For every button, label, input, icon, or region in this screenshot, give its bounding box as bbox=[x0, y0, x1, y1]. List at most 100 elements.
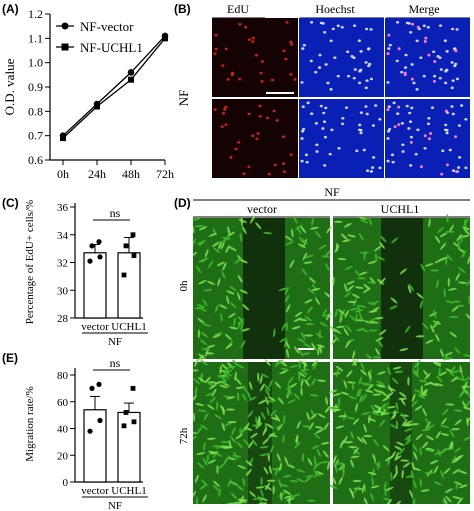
d-cell bbox=[440, 425, 450, 428]
d-cell bbox=[379, 241, 385, 249]
b-nucleus bbox=[309, 59, 313, 63]
d-cell bbox=[375, 347, 380, 356]
d-cell bbox=[225, 343, 233, 350]
d-cell bbox=[286, 464, 296, 469]
d-cell bbox=[335, 325, 345, 329]
d-cell bbox=[399, 391, 407, 398]
b-image-tile bbox=[299, 99, 384, 178]
d-cell bbox=[221, 445, 231, 448]
b-nucleus bbox=[432, 50, 436, 54]
d-cell bbox=[449, 331, 457, 338]
d-cell bbox=[316, 448, 321, 458]
d-cell bbox=[360, 361, 365, 371]
d-cell bbox=[343, 222, 352, 228]
c-y-tick-label: 28 bbox=[57, 313, 69, 325]
b-nucleus bbox=[386, 137, 390, 140]
d-cell bbox=[463, 376, 470, 381]
d-cell bbox=[284, 456, 289, 465]
b-merged-nucleus bbox=[454, 135, 458, 139]
d-cell bbox=[335, 365, 344, 372]
b-nucleus bbox=[336, 74, 340, 78]
d-cell bbox=[260, 488, 264, 498]
d-cell bbox=[259, 375, 263, 385]
d-cell bbox=[235, 377, 242, 385]
d-cell bbox=[377, 340, 384, 348]
d-cell bbox=[445, 495, 452, 503]
c-data-point bbox=[87, 258, 93, 264]
b-nucleus bbox=[357, 128, 362, 132]
a-series-line bbox=[62, 35, 166, 137]
d-cell bbox=[287, 376, 294, 384]
d-cell bbox=[401, 469, 404, 479]
b-nucleus bbox=[365, 79, 369, 82]
d-cell bbox=[445, 403, 455, 406]
d-cell bbox=[196, 304, 206, 308]
b-merged-nucleus bbox=[403, 73, 407, 77]
d-cell bbox=[350, 490, 355, 499]
d-cell bbox=[466, 389, 470, 398]
d-cell bbox=[394, 451, 399, 461]
d-cell bbox=[383, 481, 387, 491]
d-cell bbox=[331, 409, 341, 412]
d-cell bbox=[415, 335, 425, 338]
d-cell bbox=[332, 392, 342, 397]
d-cell bbox=[402, 462, 411, 468]
d-cell bbox=[373, 389, 383, 394]
d-cell bbox=[242, 385, 248, 393]
d-cell bbox=[289, 383, 298, 389]
e-y-tick-label: 60 bbox=[57, 397, 69, 409]
b-nucleus bbox=[273, 163, 277, 167]
d-cell bbox=[443, 467, 451, 475]
d-cell bbox=[237, 292, 241, 301]
d-cell bbox=[202, 457, 208, 466]
d-cell bbox=[363, 424, 367, 433]
b-nucleus bbox=[432, 74, 437, 78]
d-cell bbox=[361, 437, 367, 445]
d-cell bbox=[328, 406, 338, 410]
b-nucleus bbox=[300, 129, 305, 133]
d-cell bbox=[341, 461, 345, 471]
d-cell bbox=[374, 252, 378, 262]
d-cell bbox=[227, 420, 237, 424]
e-y-axis-label: Migration rate/% bbox=[24, 386, 36, 461]
d-cell bbox=[324, 291, 332, 299]
d-cell bbox=[252, 497, 262, 501]
d-cell bbox=[405, 325, 411, 334]
d-cell bbox=[206, 437, 216, 440]
d-cell bbox=[333, 334, 340, 342]
d-cell bbox=[339, 439, 344, 449]
d-cell bbox=[293, 346, 300, 354]
d-cell bbox=[350, 459, 355, 468]
d-cell bbox=[223, 377, 227, 387]
d-cell bbox=[237, 318, 245, 325]
d-cell bbox=[356, 436, 364, 443]
e-y-tick-label: 80 bbox=[57, 370, 69, 382]
d-cell bbox=[289, 480, 299, 483]
b-nucleus bbox=[455, 77, 460, 81]
d-cell bbox=[343, 380, 348, 389]
b-nucleus bbox=[410, 63, 414, 66]
d-cell bbox=[451, 376, 459, 382]
b-nucleus bbox=[289, 73, 293, 76]
d-cell bbox=[433, 481, 443, 486]
d-cell bbox=[302, 252, 308, 261]
d-cell bbox=[267, 452, 270, 462]
d-cell bbox=[373, 439, 379, 447]
d-cell bbox=[416, 292, 424, 299]
b-nucleus bbox=[315, 143, 319, 147]
b-nucleus bbox=[409, 164, 413, 167]
d-cell bbox=[283, 414, 286, 424]
d-cell bbox=[424, 448, 434, 452]
c-data-point bbox=[89, 243, 95, 249]
d-cell bbox=[430, 269, 440, 272]
d-cell bbox=[206, 344, 216, 349]
d-cell bbox=[224, 455, 231, 463]
a-y-tick-label: 0.7 bbox=[28, 129, 43, 143]
b-nucleus bbox=[324, 63, 328, 66]
d-cell bbox=[410, 470, 414, 479]
d-cell bbox=[197, 354, 205, 361]
d-cell bbox=[368, 217, 373, 226]
d-cell bbox=[367, 281, 377, 284]
b-nucleus bbox=[427, 116, 431, 120]
d-cell bbox=[327, 461, 330, 471]
